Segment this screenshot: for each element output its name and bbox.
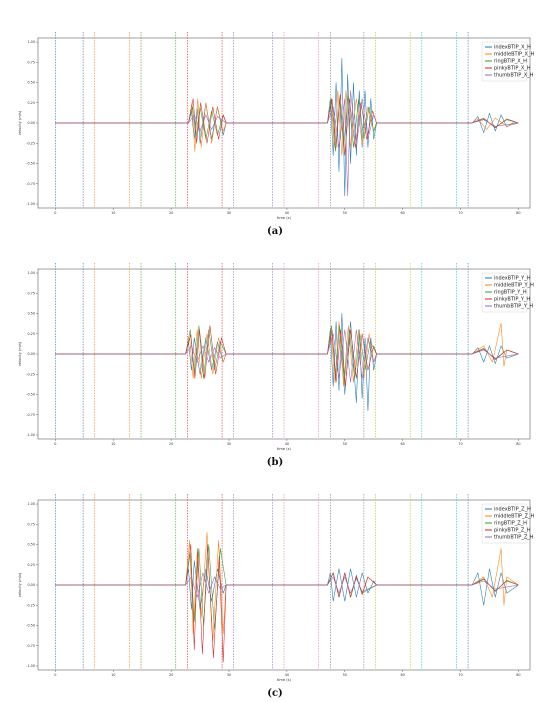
legend-label: ringBTIP_Z_H: [494, 521, 527, 527]
x-tick-label: 40: [285, 673, 289, 677]
chart-panel-c: -1.00 -0.75 -0.50 -0.25 0.00 0.25 0.50 0.75 1.00…: [18, 494, 534, 682]
y-tick-label: -0.50: [26, 162, 35, 166]
y-tick-label: -0.25: [26, 372, 35, 376]
caption-c: (c): [267, 688, 283, 699]
legend-label: indexBTIP_Z_H: [494, 507, 531, 513]
x-tick-label: 20: [169, 442, 173, 446]
y-tick-label: -1.00: [26, 433, 35, 437]
x-tick-label: 80: [516, 673, 520, 677]
y-tick-label: 0.50: [27, 81, 35, 85]
x-tick-label: 50: [343, 211, 347, 215]
x-tick-label: 70: [458, 442, 462, 446]
x-tick-label: 50: [343, 442, 347, 446]
y-tick-label: -0.25: [26, 141, 35, 145]
series-line-indexBTIP_Y_H: [55, 313, 519, 411]
y-tick-label: 0.75: [27, 291, 35, 295]
legend-label: middleBTIP_Y_H: [494, 283, 534, 289]
x-tick-label: 20: [169, 211, 173, 215]
x-tick-label: 40: [285, 211, 289, 215]
series-line-thumbBTIP_X_H: [55, 90, 519, 197]
legend-box: [481, 503, 528, 544]
x-tick-label: 50: [343, 673, 347, 677]
legend-label: thumbBTIP_Y_H: [494, 304, 533, 310]
x-tick-label: 30: [227, 442, 231, 446]
y-tick-label: -0.75: [26, 413, 35, 417]
series-line-thumbBTIP_Y_H: [55, 329, 519, 383]
x-tick-label: 20: [169, 673, 173, 677]
legend-label: middleBTIP_X_H: [494, 52, 534, 58]
x-tick-label: 70: [458, 673, 462, 677]
y-tick-label: 0.75: [27, 60, 35, 64]
y-tick-label: 1.00: [27, 502, 35, 506]
x-tick-label: 60: [400, 211, 404, 215]
y-tick-label: -0.50: [26, 624, 35, 628]
series-line-middleBTIP_Y_H: [55, 321, 519, 387]
y-tick-label: 0.00: [27, 583, 35, 587]
y-tick-label: 0.50: [27, 543, 35, 547]
x-tick-label: 0: [54, 673, 56, 677]
caption-a: (a): [267, 226, 283, 237]
legend-box: [481, 272, 528, 313]
legend-label: ringBTIP_Y_H: [494, 290, 527, 296]
x-tick-label: 70: [458, 211, 462, 215]
x-tick-label: 40: [285, 442, 289, 446]
series-line-thumbBTIP_Z_H: [55, 572, 519, 598]
y-tick-label: -0.75: [26, 182, 35, 186]
caption-b: (b): [267, 457, 283, 468]
x-tick-label: 30: [227, 211, 231, 215]
y-tick-label: 0.00: [27, 121, 35, 125]
x-tick-label: 80: [516, 211, 520, 215]
x-tick-label: 0: [54, 442, 56, 446]
y-tick-label: 1.00: [27, 40, 35, 44]
y-tick-label: 0.75: [27, 522, 35, 526]
chart-panel-b: -1.00 -0.75 -0.50 -0.25 0.00 0.25 0.50 0.75 1.00…: [18, 263, 534, 451]
x-tick-label: 10: [111, 211, 115, 215]
legend-label: thumbBTIP_X_H: [494, 73, 534, 79]
x-tick-label: 60: [400, 673, 404, 677]
x-tick-label: 80: [516, 442, 520, 446]
y-tick-label: -1.00: [26, 202, 35, 206]
y-tick-label: 1.00: [27, 271, 35, 275]
y-tick-label: -0.50: [26, 393, 35, 397]
y-tick-label: 0.25: [27, 332, 35, 336]
legend-label: indexBTIP_X_H: [494, 45, 531, 51]
y-tick-label: 0.50: [27, 312, 35, 316]
x-axis-label: time (s): [277, 216, 292, 220]
x-tick-label: 30: [227, 673, 231, 677]
legend-label: ringBTIP_X_H: [494, 59, 527, 65]
legend-label: pinkyBTIP_Z_H: [494, 528, 531, 534]
legend-box: [481, 41, 528, 82]
x-tick-label: 0: [54, 211, 56, 215]
x-tick-label: 10: [111, 673, 115, 677]
y-tick-label: 0.00: [27, 352, 35, 356]
y-tick-label: -0.25: [26, 603, 35, 607]
y-axis-label: velocity (m/s): [18, 341, 22, 366]
y-tick-label: -1.00: [26, 664, 35, 668]
y-tick-label: 0.25: [27, 101, 35, 105]
x-tick-label: 10: [111, 442, 115, 446]
legend-label: pinkyBTIP_Y_H: [494, 297, 530, 303]
x-axis-label: time (s): [277, 678, 292, 682]
x-tick-label: 60: [400, 442, 404, 446]
y-axis-label: velocity (m/s): [18, 572, 22, 597]
x-axis-label: time (s): [277, 447, 292, 451]
legend-label: indexBTIP_Y_H: [494, 276, 531, 282]
y-tick-label: -0.75: [26, 644, 35, 648]
y-tick-label: 0.25: [27, 563, 35, 567]
y-axis-label: velocity (m/s): [18, 110, 22, 135]
legend-label: thumbBTIP_Z_H: [494, 535, 534, 541]
legend-label: pinkyBTIP_X_H: [494, 66, 531, 72]
chart-panel-a: -1.00 -0.75 -0.50 -0.25 0.00 0.25 0.50 0.75 1.00…: [18, 32, 534, 220]
legend-label: middleBTIP_Z_H: [494, 514, 534, 520]
